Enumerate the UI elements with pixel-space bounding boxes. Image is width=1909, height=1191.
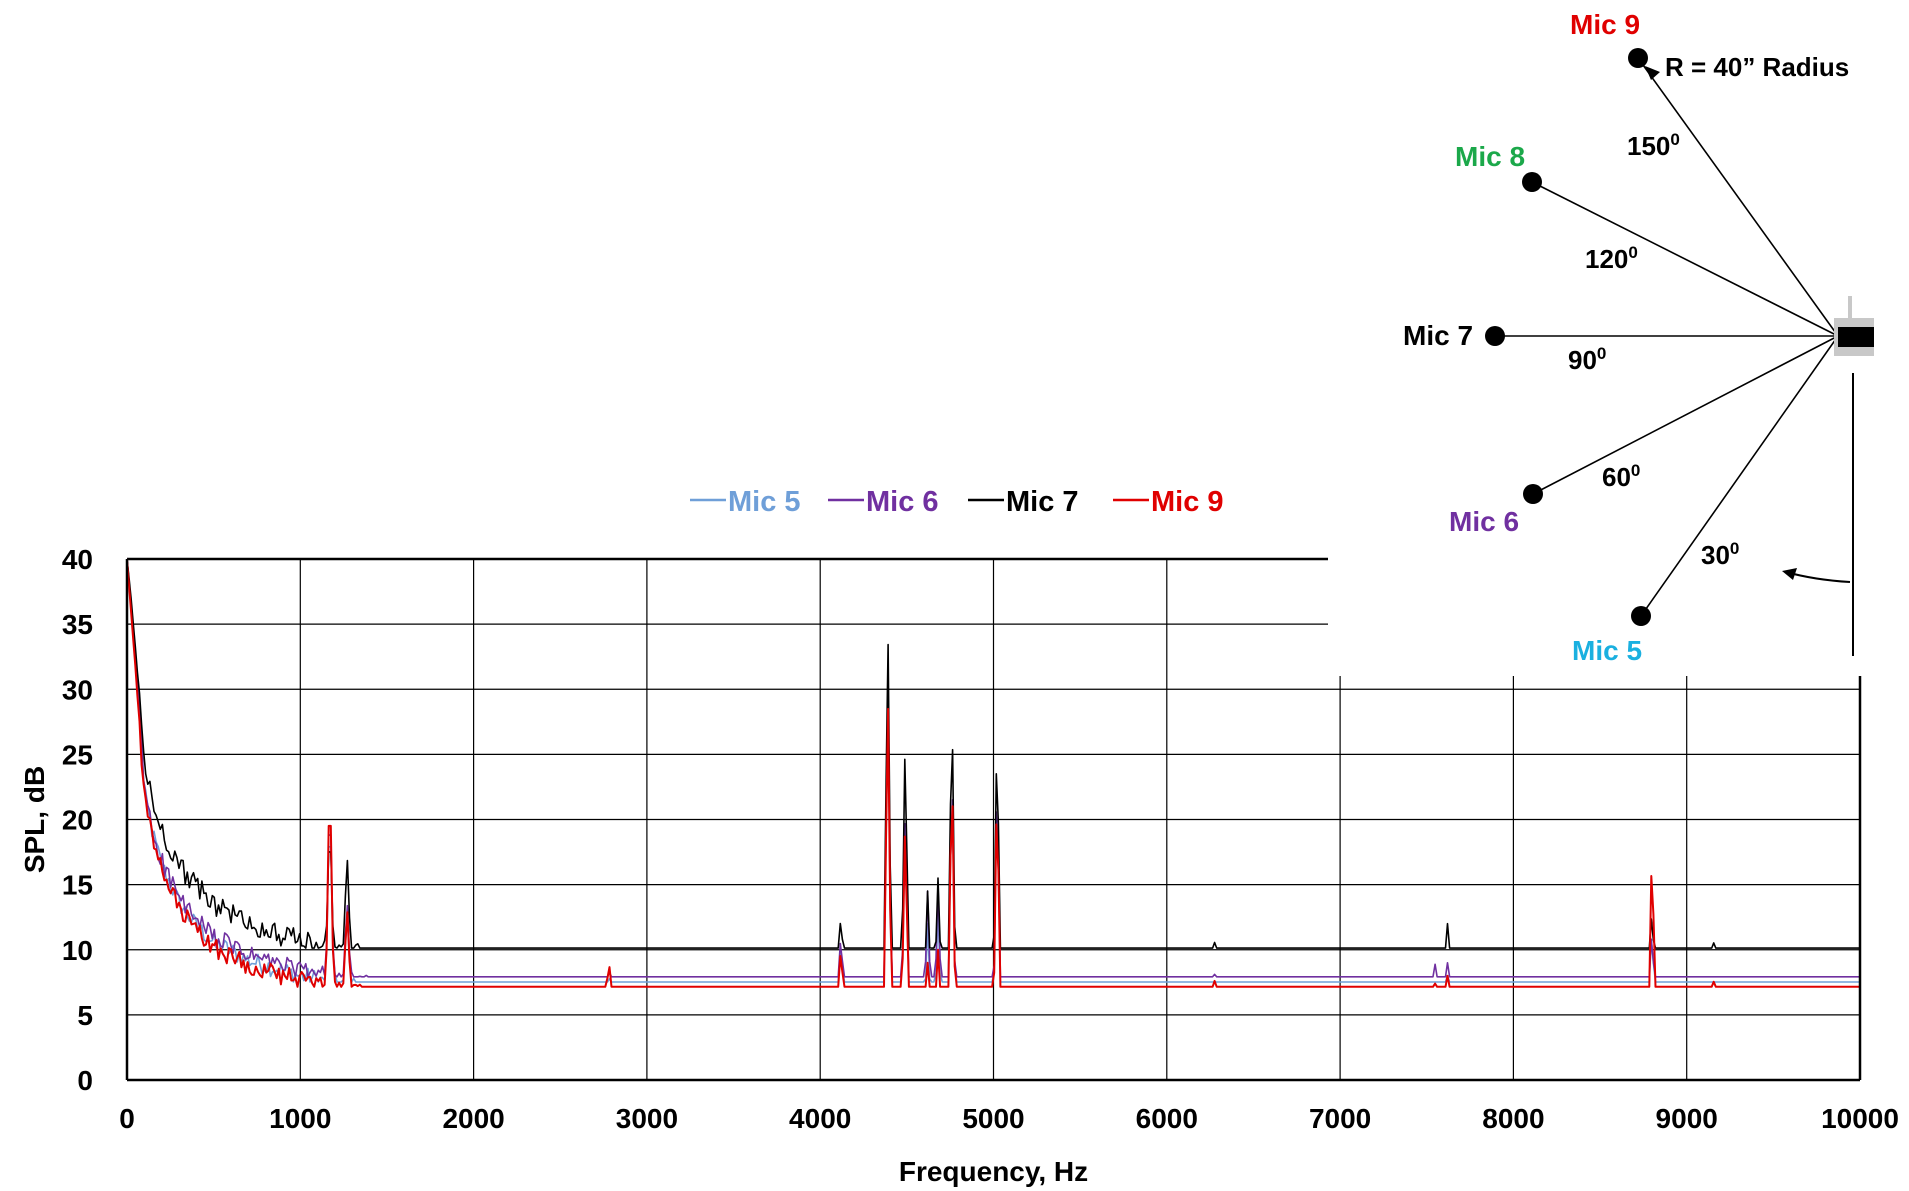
grid-lines <box>127 557 1860 1080</box>
radius-label: R = 40” Radius <box>1665 52 1849 82</box>
x-tick-label: 9000 <box>1656 1103 1718 1134</box>
x-tick-label: 7000 <box>1309 1103 1371 1134</box>
x-tick-label: 5000 <box>962 1103 1024 1134</box>
mic-point <box>1485 326 1505 346</box>
y-tick-label: 20 <box>62 805 93 836</box>
x-tick-label: 6000 <box>1136 1103 1198 1134</box>
mic-label: Mic 9 <box>1570 9 1640 40</box>
legend-item: Mic 7 <box>968 486 1079 518</box>
mic-point <box>1522 172 1542 192</box>
legend-label: Mic 5 <box>728 486 801 518</box>
y-tick-label: 40 <box>62 544 93 575</box>
y-axis-label: SPL, dB <box>19 766 50 873</box>
source-mount <box>1848 296 1852 326</box>
x-tick-label: 4000 <box>789 1103 851 1134</box>
legend-item: Mic 9 <box>1113 486 1224 518</box>
legend-label: Mic 9 <box>1151 486 1224 518</box>
radius-arrowhead <box>1645 66 1660 80</box>
series-layer <box>126 558 1860 988</box>
angle-label: 900 <box>1568 344 1606 375</box>
x-tick-label: 3000 <box>616 1103 678 1134</box>
series-line-mic-7 <box>126 558 1860 949</box>
mic-point <box>1631 606 1651 626</box>
y-tick-label: 25 <box>62 739 93 770</box>
legend-item: Mic 6 <box>828 486 939 518</box>
tick-labels: 0 5 10 15 20 25 30 35 40 0 1000 2000 3000 4000 5000 600… <box>62 544 1899 1134</box>
series-line-mic-6 <box>126 558 1860 978</box>
mic-label: Mic 5 <box>1572 635 1642 666</box>
axes <box>125 559 1862 1082</box>
legend: Mic 5 Mic 6 Mic 7 Mic 9 <box>690 486 1224 518</box>
mic-label: Mic 8 <box>1455 141 1525 172</box>
angle-arrowhead <box>1782 568 1797 580</box>
y-tick-label: 0 <box>77 1065 93 1096</box>
spl-chart: 0 5 10 15 20 25 30 35 40 0 1000 2000 3000 4000 5000 600… <box>19 486 1899 1187</box>
mic-point <box>1523 484 1543 504</box>
y-tick-label: 30 <box>62 674 93 705</box>
x-tick-label: 8000 <box>1482 1103 1544 1134</box>
mic-labels: Mic 5 Mic 6 Mic 7 Mic 8 Mic 9 <box>1403 9 1642 666</box>
mic-label: Mic 7 <box>1403 320 1473 351</box>
mic-ray <box>1531 181 1839 337</box>
x-tick-label: 1000 <box>269 1103 331 1134</box>
x-tick-label: 0 <box>119 1103 135 1134</box>
noise-source <box>1834 296 1874 356</box>
mic-ray <box>1640 335 1839 617</box>
legend-label: Mic 6 <box>866 486 939 518</box>
mic-point <box>1628 48 1648 68</box>
x-tick-label: 2000 <box>442 1103 504 1134</box>
y-tick-label: 10 <box>62 935 93 966</box>
y-tick-label: 35 <box>62 609 93 640</box>
angle-label: 1200 <box>1585 243 1638 274</box>
angle-label: 600 <box>1602 461 1640 492</box>
legend-item: Mic 5 <box>690 486 801 518</box>
reference-marks <box>1782 373 1854 656</box>
series-line-mic-9 <box>126 558 1860 988</box>
mic-ray <box>1532 335 1839 495</box>
y-tick-label: 15 <box>62 870 93 901</box>
legend-label: Mic 7 <box>1006 486 1079 518</box>
y-tick-label: 5 <box>77 1000 93 1031</box>
mic-ray <box>1637 57 1839 337</box>
source-body <box>1838 327 1874 347</box>
angle-label: 1500 <box>1627 130 1680 161</box>
diagram-rays <box>1495 57 1839 617</box>
x-axis-label: Frequency, Hz <box>899 1156 1088 1187</box>
mic-points <box>1485 48 1651 626</box>
mic-label: Mic 6 <box>1449 506 1519 537</box>
x-tick-label: 10000 <box>1821 1103 1899 1134</box>
